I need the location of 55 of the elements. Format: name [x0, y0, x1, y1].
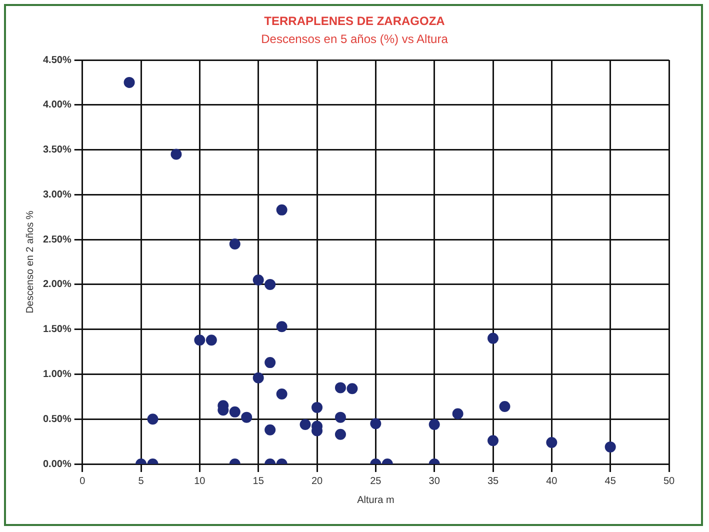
x-tick-label: 30	[428, 476, 440, 487]
point	[488, 435, 499, 446]
point	[124, 76, 135, 88]
point	[300, 419, 311, 430]
point	[147, 414, 158, 425]
point	[370, 418, 382, 430]
point	[252, 372, 264, 384]
point	[170, 148, 182, 160]
point	[252, 274, 264, 286]
y-tick-label: 2.50%	[42, 234, 72, 246]
y-axis-title: Descenso en 2 años %	[24, 210, 36, 314]
x-axis-title: Altura m	[357, 494, 394, 506]
x-tick-label: 5	[138, 476, 144, 487]
point	[264, 357, 276, 368]
x-tick-label: 50	[663, 476, 675, 487]
x-tick-label: 0	[80, 476, 86, 487]
x-tick-label: 40	[546, 476, 558, 487]
point	[312, 402, 323, 413]
y-tick-label: 3.00%	[42, 189, 72, 200]
point	[276, 388, 288, 400]
point	[276, 321, 288, 332]
y-tick-label: 0.50%	[42, 414, 72, 425]
y-tick-label: 4.50%	[42, 54, 72, 66]
point	[334, 382, 346, 394]
y-tick-label: 2.00%	[42, 279, 72, 290]
point	[194, 334, 206, 346]
y-tick-label: 1.50%	[42, 324, 72, 336]
point	[428, 419, 440, 430]
x-tick-label: 25	[370, 476, 382, 487]
y-tick-label: 3.50%	[42, 144, 72, 156]
x-tick-label: 45	[604, 476, 616, 487]
x-tick-label: 35	[487, 476, 500, 487]
x-tick-label: 20	[311, 476, 324, 487]
y-tick-label: 1.00%	[42, 368, 72, 380]
point	[264, 424, 276, 436]
point	[334, 412, 346, 423]
point	[229, 406, 240, 418]
x-tick-label: 10	[194, 476, 206, 487]
point	[334, 428, 346, 440]
x-tick-label: 15	[252, 476, 264, 487]
point	[604, 441, 616, 452]
point	[488, 332, 499, 344]
point	[206, 334, 217, 346]
chart-title: TERRAPLENES DE ZARAGOZA	[263, 14, 446, 28]
point	[276, 204, 288, 216]
point	[546, 436, 558, 448]
chart-subtitle: Descensos en 5 años (%) vs Altura	[260, 32, 449, 46]
point	[499, 401, 510, 412]
point	[241, 412, 252, 423]
point	[346, 383, 358, 394]
point	[229, 238, 240, 250]
y-tick-label: 0.00%	[42, 458, 72, 470]
point	[452, 408, 464, 420]
y-tick-label: 4.00%	[42, 100, 72, 111]
point	[264, 278, 276, 290]
